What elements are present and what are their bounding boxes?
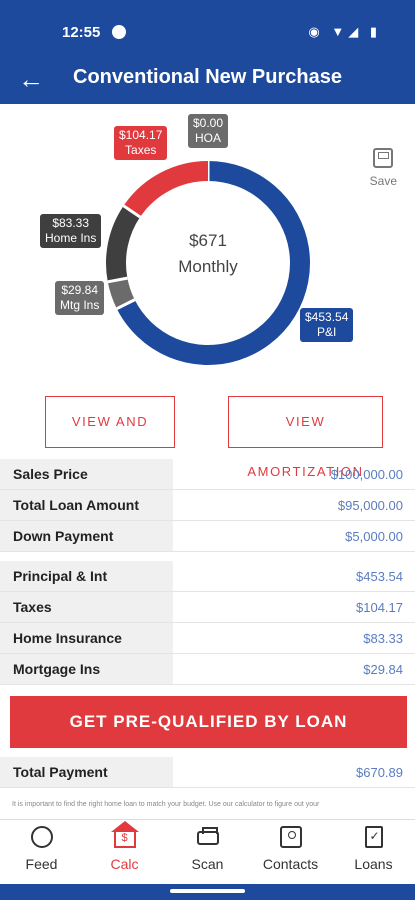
- total-payment-row: Total Payment $670.89: [0, 757, 415, 788]
- row-value: $5,000.00: [345, 529, 403, 544]
- total-payment-label: Total Payment: [0, 757, 173, 787]
- row-value: $95,000.00: [337, 498, 403, 513]
- document-icon: [364, 826, 383, 848]
- payment-table: Principal & Int $453.54 Taxes $104.17 Ho…: [0, 561, 415, 685]
- row-label: Down Payment: [0, 521, 173, 551]
- save-label: Save: [369, 174, 397, 188]
- row-label: Home Insurance: [0, 623, 173, 653]
- tag-taxes-value: $104.17: [119, 128, 163, 142]
- row-value: $104.17: [356, 600, 403, 615]
- table-row: Home Insurance $83.33: [0, 623, 415, 654]
- nav-scan[interactable]: Scan: [166, 826, 249, 872]
- row-label: Taxes: [0, 592, 173, 622]
- row-label: Total Loan Amount: [0, 490, 173, 520]
- calc-house-icon: [110, 821, 139, 848]
- loan-table: Sales Price $100,000.00 Total Loan Amoun…: [0, 459, 415, 552]
- total-payment-value: $670.89: [356, 765, 403, 780]
- get-pre-qualified-button[interactable]: GET PRE-QUALIFIED BY LOAN: [10, 696, 407, 748]
- row-value: $453.54: [356, 569, 403, 584]
- table-row: Principal & Int $453.54: [0, 561, 415, 592]
- donut-svg: [106, 161, 310, 365]
- donut-separator: [116, 298, 136, 311]
- save-button[interactable]: Save: [370, 148, 397, 188]
- tag-home-ins-value: $83.33: [52, 216, 90, 230]
- tag-home-ins-label: Home Ins: [45, 231, 97, 245]
- table-row: Mortgage Ins $29.84: [0, 654, 415, 685]
- tag-hoa-value: $0.00: [193, 116, 224, 130]
- donut-slice-mtg-ins: [107, 277, 135, 309]
- row-value: $100,000.00: [330, 467, 403, 482]
- home-indicator[interactable]: [170, 889, 245, 893]
- nav-loans-label: Loans: [354, 856, 393, 872]
- save-icon: [373, 148, 394, 168]
- disclaimer-text: It is important to find the right home l…: [12, 801, 320, 808]
- tag-home-ins: $83.33 Home Ins: [40, 214, 102, 248]
- nav-loans[interactable]: Loans: [332, 826, 415, 872]
- row-value: $83.33: [363, 631, 403, 646]
- donut-center-caption: Monthly: [178, 257, 238, 276]
- tag-hoa: $0.00 HOA: [188, 114, 229, 148]
- payment-donut-chart: $671 Monthly $104.17 Taxes $0.00 HOA $83…: [0, 104, 415, 394]
- contact-icon: [279, 826, 302, 848]
- tag-taxes-label: Taxes: [125, 143, 157, 157]
- tag-mtg-ins-label: Mtg Ins: [60, 298, 100, 312]
- donut-center: $671 Monthly: [133, 228, 283, 280]
- table-row: Sales Price $100,000.00: [0, 459, 415, 490]
- donut-separator: [107, 276, 128, 284]
- tag-pi-label: P&I: [317, 325, 337, 339]
- total-table: Total Payment $670.89: [0, 757, 415, 788]
- donut-center-value: $671: [189, 231, 227, 250]
- row-value: $29.84: [363, 662, 403, 677]
- donut-slice-taxes: [123, 161, 209, 218]
- tag-mtg-ins-value: $29.84: [61, 283, 99, 297]
- nav-scan-label: Scan: [191, 856, 224, 872]
- nav-contacts-label: Contacts: [262, 856, 319, 872]
- donut-slice-home-ins: [106, 205, 141, 282]
- printer-icon: [196, 827, 219, 845]
- status-bar: 12:55 ◉ ▼◢ ▮: [0, 0, 415, 60]
- table-row: Total Loan Amount $95,000.00: [0, 490, 415, 521]
- back-arrow-icon[interactable]: ←: [18, 64, 44, 94]
- nav-calc-label: Calc: [110, 856, 139, 872]
- nav-feed-label: Feed: [25, 856, 58, 872]
- row-label: Principal & Int: [0, 561, 173, 591]
- nav-calc[interactable]: Calc: [83, 821, 166, 872]
- nav-feed[interactable]: Feed: [0, 826, 83, 872]
- nav-contacts[interactable]: Contacts: [249, 826, 332, 872]
- tag-pi-value: $453.54: [305, 310, 349, 324]
- view-amortization-button[interactable]: VIEW AMORTIZATION: [228, 396, 383, 479]
- row-label: Sales Price: [0, 459, 173, 489]
- tag-taxes: $104.17 Taxes: [114, 126, 168, 160]
- row-label: Mortgage Ins: [0, 654, 173, 684]
- bottom-nav: Feed Calc Scan Contacts Loans: [0, 819, 415, 884]
- view-and-share-button[interactable]: VIEW AND SHARE: [45, 396, 175, 479]
- globe-icon: [30, 826, 53, 848]
- tag-mtg-ins: $29.84 Mtg Ins: [55, 281, 105, 315]
- page-title: Conventional New Purchase: [73, 66, 342, 88]
- app-bar: ← Conventional New Purchase: [0, 60, 415, 104]
- tag-pi: $453.54 P&I: [300, 308, 354, 342]
- table-row: Taxes $104.17: [0, 592, 415, 623]
- donut-slice-p-i: [116, 161, 310, 365]
- table-row: Down Payment $5,000.00: [0, 521, 415, 552]
- donut-separator: [122, 204, 141, 219]
- status-icons: ◉ ▼◢ ▮: [308, 24, 381, 39]
- tag-hoa-label: HOA: [195, 131, 222, 145]
- app-notification-icon: [112, 25, 126, 39]
- status-time: 12:55: [62, 24, 101, 41]
- system-nav-bar: [0, 884, 415, 900]
